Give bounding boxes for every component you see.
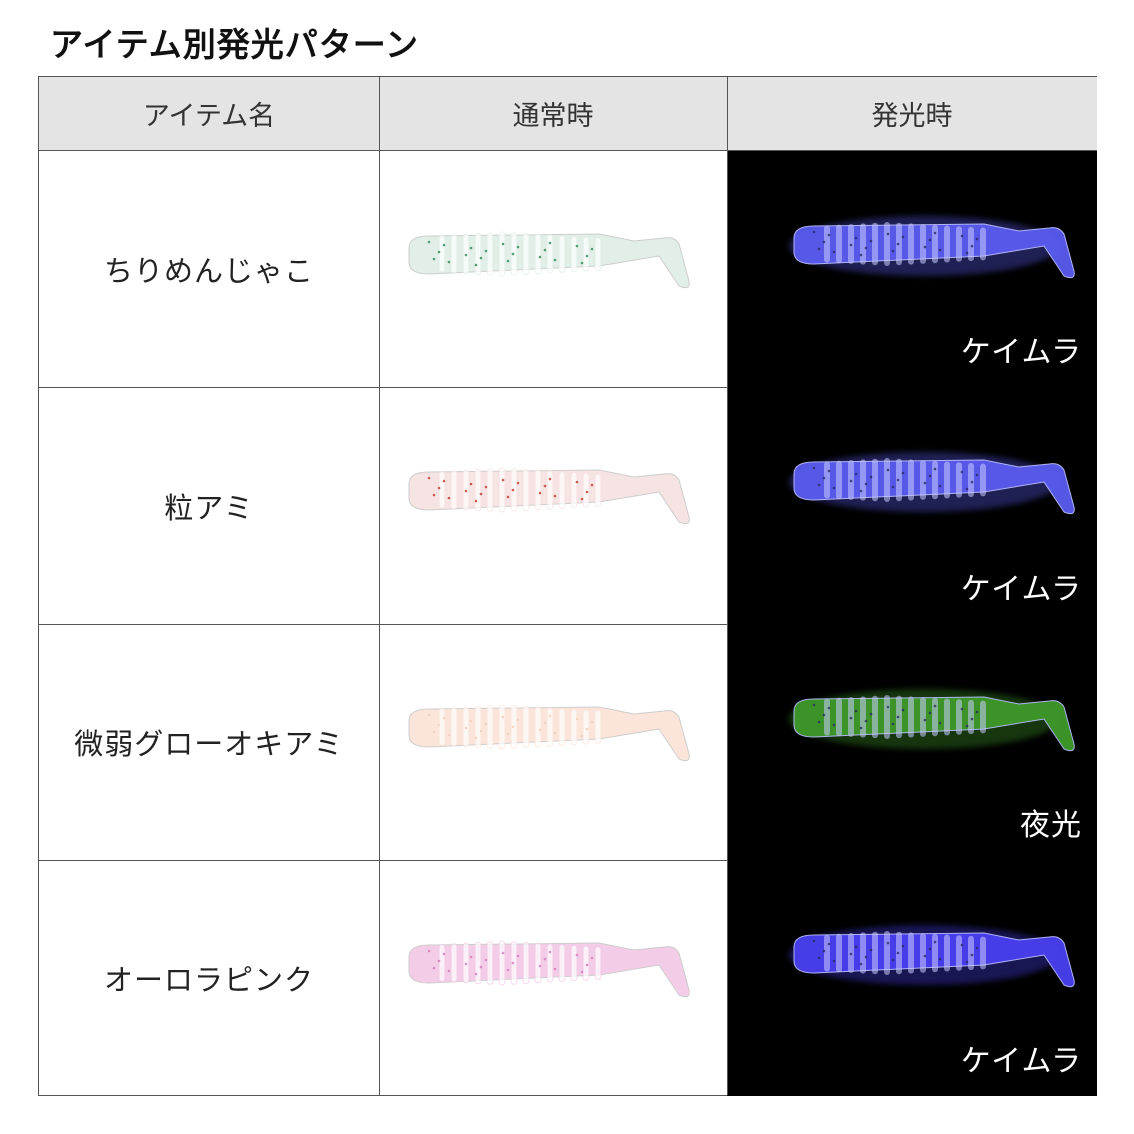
column-divider <box>379 77 380 1095</box>
lure-normal-image <box>408 231 690 289</box>
page-title: アイテム別発光パターン <box>50 25 420 64</box>
lure-normal-image <box>408 467 690 525</box>
header-normal: 通常時 <box>379 77 727 151</box>
lure-glow-image <box>789 216 1075 279</box>
glow-type-label: ケイムラ <box>960 1044 1082 1079</box>
column-divider <box>727 77 728 1095</box>
glow-type-label: 夜光 <box>1020 808 1082 843</box>
row-divider <box>39 860 727 861</box>
glow-pattern-table: アイテム名 通常時 発光時 ちりめんじゃこ ケイムラ 粒アミ ケイムラ 微弱グローオキア… <box>38 76 1097 1096</box>
glow-type-label: ケイムラ <box>960 572 1082 607</box>
lure-glow-image <box>789 925 1075 988</box>
header-glow: 発光時 <box>727 77 1097 151</box>
lure-normal-image <box>408 940 690 998</box>
lure-glow-image <box>789 452 1075 515</box>
item-name: 粒アミ <box>164 490 254 525</box>
glow-type-label: ケイムラ <box>960 335 1082 370</box>
lure-normal-image <box>408 704 690 762</box>
item-name: オーロラピンク <box>103 963 314 997</box>
item-name: 微弱グローオキアミ <box>74 727 344 761</box>
header-item-name: アイテム名 <box>39 77 379 151</box>
row-divider <box>39 624 727 625</box>
row-divider <box>39 387 727 388</box>
lure-glow-image <box>789 689 1075 752</box>
item-name: ちりめんじゃこ <box>103 254 314 288</box>
